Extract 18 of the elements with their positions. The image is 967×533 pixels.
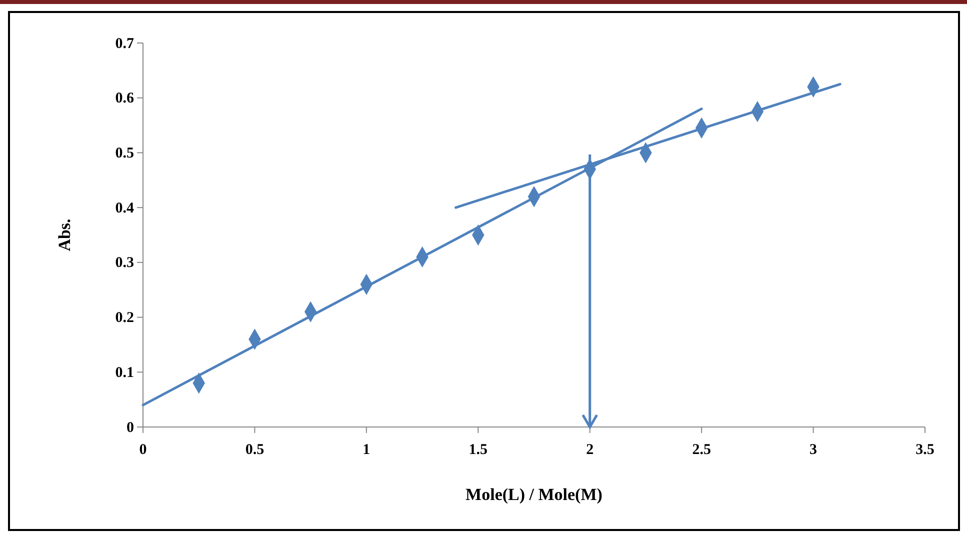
- x-tick-label: 0: [139, 442, 147, 458]
- y-tick-label: 0: [126, 420, 134, 436]
- x-tick-label: 3: [810, 442, 818, 458]
- y-tick-label: 0.6: [115, 90, 134, 107]
- x-tick-label: 2: [586, 442, 594, 458]
- x-axis-title: Mole(L) / Mole(M): [466, 485, 602, 504]
- y-tick-label: 0.2: [115, 310, 134, 326]
- x-tick-label: 2.5: [692, 442, 711, 458]
- y-tick-label: 0.1: [115, 364, 134, 381]
- y-tick-label: 0.5: [115, 146, 134, 162]
- x-tick-label: 1: [362, 442, 370, 458]
- x-tick-label: 0.5: [245, 442, 264, 458]
- x-tick-label: 1.5: [468, 442, 488, 458]
- x-tick-label: 3.5: [916, 442, 934, 458]
- y-tick-label: 0.7: [115, 36, 134, 52]
- y-tick-label: 0.4: [115, 200, 134, 216]
- y-axis-title: Abs.: [55, 218, 74, 252]
- y-tick-label: 0.3: [115, 255, 134, 272]
